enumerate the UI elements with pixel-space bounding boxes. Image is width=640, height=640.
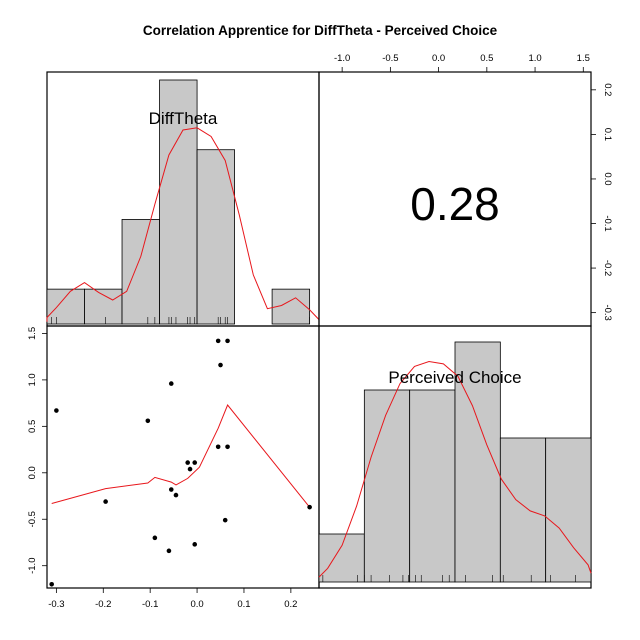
y-tick-label: 1.5 <box>27 327 38 340</box>
histogram-bar <box>121 219 160 325</box>
x-axis-difftheta: -0.3 -0.2 -0.1 0.0 0.1 0.2 <box>48 588 297 610</box>
histogram-bar <box>454 341 501 583</box>
right-tick-label: -0.3 <box>602 304 613 320</box>
right-tick-label: 0.1 <box>602 128 613 141</box>
right-tick-label: 0.2 <box>602 83 613 96</box>
y-tick-label: 1.0 <box>27 373 38 386</box>
histogram-bar <box>318 533 365 583</box>
smooth-line <box>51 404 310 508</box>
data-point <box>307 504 312 510</box>
data-point <box>225 444 230 450</box>
data-point <box>173 492 179 498</box>
data-point <box>49 581 54 587</box>
data-point <box>218 362 223 368</box>
x-tick-label: 0.2 <box>284 599 297 610</box>
data-point <box>222 517 228 523</box>
data-point <box>215 444 221 450</box>
right-tick-label: 0.0 <box>602 172 613 185</box>
data-point <box>166 548 172 554</box>
histogram-bar <box>409 389 456 583</box>
right-tick-label: -0.1 <box>602 215 613 231</box>
histogram-bar <box>363 389 411 583</box>
y-tick-label: 0.0 <box>27 466 38 479</box>
x-tick-label: 0.1 <box>237 599 250 610</box>
choice-density-curve <box>318 360 592 578</box>
histogram-bar <box>159 79 198 325</box>
diagonal-label-perceived-choice: Perceived Choice <box>388 368 521 387</box>
data-point <box>187 466 193 472</box>
chart-title: Correlation Apprentice for DiffTheta - P… <box>143 23 498 38</box>
data-point <box>215 338 221 344</box>
x-tick-label: -0.1 <box>142 599 158 610</box>
x-tick-label: -0.3 <box>48 599 64 610</box>
diagonal-label-difftheta: DiffTheta <box>149 109 218 128</box>
correlation-value: 0.28 <box>410 178 500 230</box>
histogram-bar <box>545 437 592 583</box>
histogram-bar <box>196 149 235 325</box>
top-tick-label: 0.0 <box>432 53 445 64</box>
top-tick-label: -1.0 <box>334 53 350 64</box>
data-point <box>192 542 198 547</box>
data-point <box>145 418 151 424</box>
y-axis-difftheta: -0.3 -0.2 -0.1 0.0 0.1 0.2 <box>591 83 613 321</box>
y-tick-label: -0.5 <box>27 511 38 527</box>
top-tick-label: -0.5 <box>382 53 398 64</box>
x-tick-label: -0.2 <box>95 599 111 610</box>
difftheta-density-curve <box>46 127 320 323</box>
histogram-bar <box>499 437 547 583</box>
panel-top-left-difftheta-hist: DiffTheta <box>46 71 320 327</box>
top-tick-label: 0.5 <box>480 53 493 64</box>
y-tick-label: 0.5 <box>27 420 38 433</box>
data-point <box>225 338 230 344</box>
x-tick-label: 0.0 <box>190 599 203 610</box>
x-axis-perceived-choice: -1.0 -0.5 0.0 0.5 1.0 1.5 <box>334 53 590 72</box>
y-tick-label: -1.0 <box>27 558 38 574</box>
data-point <box>168 381 174 386</box>
data-point <box>185 460 190 465</box>
data-point <box>152 535 158 541</box>
panel-top-right-correlation: 0.28 <box>318 71 592 327</box>
panel-bottom-left-scatter <box>46 325 320 589</box>
top-tick-label: 1.0 <box>528 53 541 64</box>
top-tick-label: 1.5 <box>577 53 590 64</box>
panel-bottom-right-choice-hist: Perceived Choice <box>318 325 592 589</box>
right-tick-label: -0.2 <box>602 260 613 276</box>
histogram-bar <box>46 288 85 325</box>
data-point <box>168 487 174 492</box>
y-axis-perceived-choice: -1.0 -0.5 0.0 0.5 1.0 1.5 <box>27 327 47 574</box>
data-point <box>54 408 59 413</box>
data-point <box>103 499 108 504</box>
data-point <box>192 460 198 465</box>
